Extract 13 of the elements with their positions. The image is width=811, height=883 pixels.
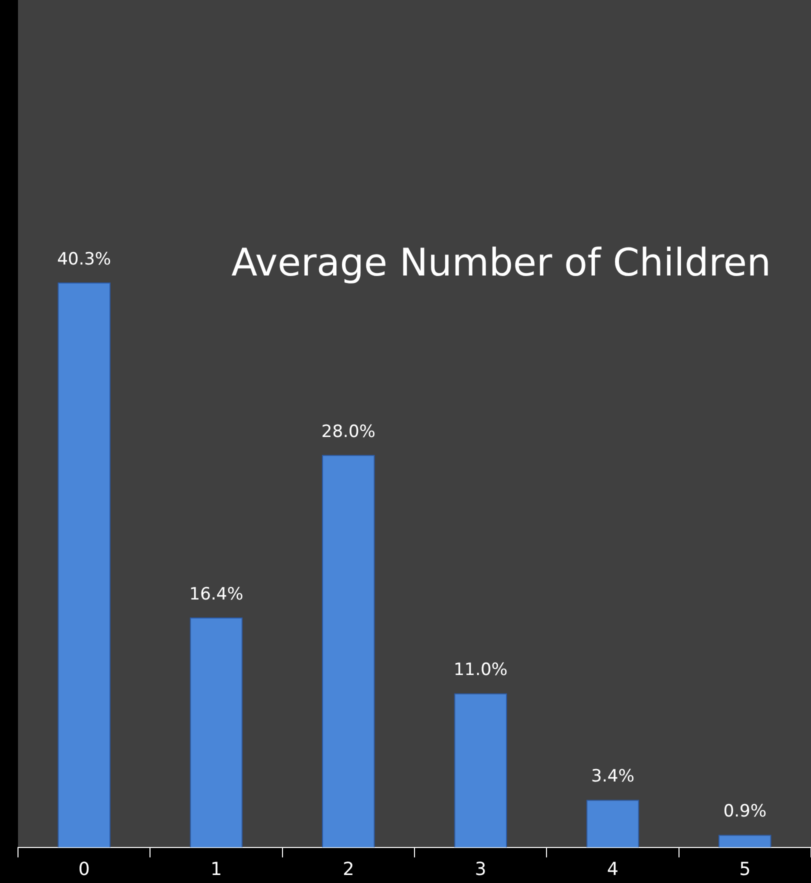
x-tick-label: 1 xyxy=(210,858,222,880)
data-label: 11.0% xyxy=(454,660,508,680)
x-tick-label: 3 xyxy=(474,858,486,880)
data-label: 0.9% xyxy=(723,802,767,822)
chart-title: Average Number of Children xyxy=(231,240,771,284)
data-label: 16.4% xyxy=(189,584,244,604)
data-label: 28.0% xyxy=(321,422,376,442)
x-tick-label: 2 xyxy=(342,858,354,880)
x-tick-label: 4 xyxy=(607,858,618,880)
data-label: 3.4% xyxy=(591,766,634,787)
x-tick-label: 0 xyxy=(78,858,90,880)
x-tick-label: 5 xyxy=(739,858,751,880)
data-label: 40.3% xyxy=(57,249,112,270)
